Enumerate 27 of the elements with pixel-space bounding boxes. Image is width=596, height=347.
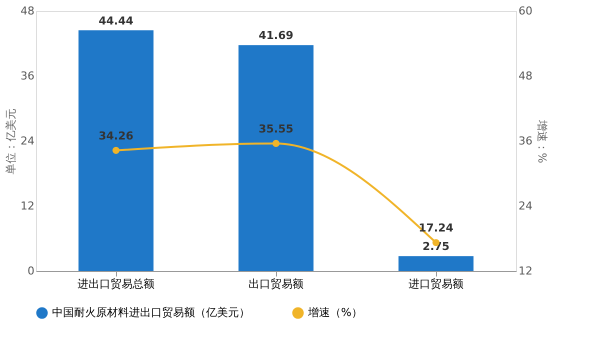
y-axis-title: 单位：亿美元 (4, 108, 18, 174)
y2-tick-label: 36 (518, 134, 532, 148)
y2-tick-label: 60 (518, 4, 532, 18)
x-tick-label: 出口贸易额 (248, 278, 304, 290)
bar (78, 30, 154, 271)
data-label: 41.69 (258, 29, 294, 42)
point (112, 146, 120, 154)
x-tick-label: 进出口贸易总额 (78, 278, 154, 290)
y2-axis-title: 增速：% (535, 118, 548, 164)
y-tick-label: 24 (20, 134, 34, 148)
y-tick-label: 48 (20, 4, 34, 18)
data-label: 44.44 (98, 14, 134, 28)
y-tick-label: 36 (20, 70, 34, 82)
y2-tick-label: 48 (518, 70, 532, 82)
y2-tick-label: 12 (518, 264, 532, 278)
x-tick-label: 进口贸易额 (408, 278, 464, 290)
bar (238, 45, 314, 271)
legend-label: 增速（%） (307, 306, 362, 319)
y2-tick-label: 24 (518, 200, 532, 212)
point (272, 140, 280, 147)
data-label: 17.24 (418, 222, 454, 235)
y-tick-label: 0 (28, 264, 34, 278)
legend-label: 中国耐火原材料进出口贸易额（亿美元） (52, 306, 250, 319)
data-label: 35.55 (258, 122, 294, 136)
bar (398, 256, 474, 271)
data-label: 34.26 (98, 129, 134, 142)
y-tick-label: 12 (20, 200, 34, 212)
